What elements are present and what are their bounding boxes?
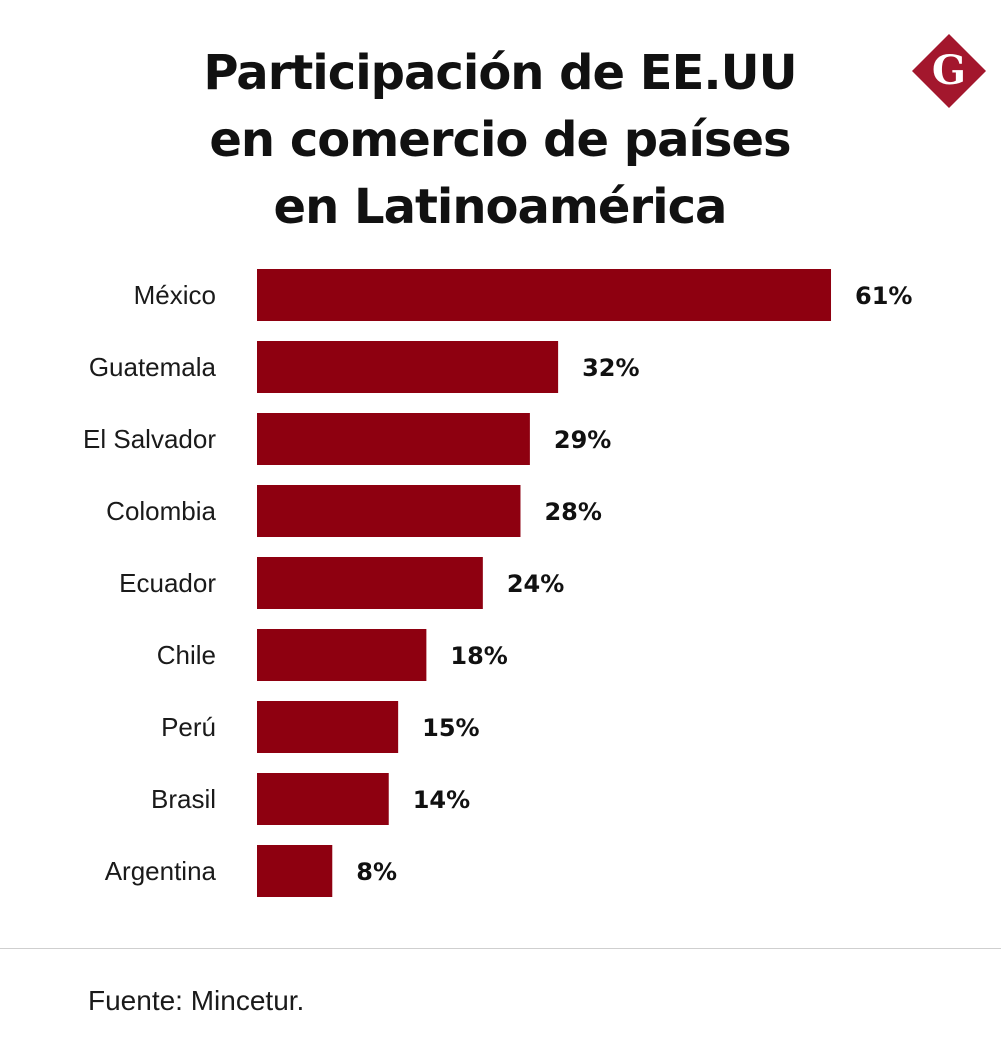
bar-peru <box>257 701 399 753</box>
category-label-argentina: Argentina <box>105 856 217 886</box>
title-line-3: en Latinoamérica <box>273 179 728 235</box>
title-line-1: Participación de EE.UU <box>203 45 797 101</box>
bar-colombia <box>257 485 521 537</box>
bar-mexico <box>257 269 832 321</box>
logo-letter: G <box>932 47 966 94</box>
value-label-peru: 15% <box>422 714 479 742</box>
bar-chile <box>257 629 427 681</box>
category-label-mexico: México <box>134 280 216 310</box>
value-label-colombia: 28% <box>544 498 601 526</box>
value-label-chile: 18% <box>450 642 507 670</box>
value-label-mexico: 61% <box>855 282 912 310</box>
category-label-colombia: Colombia <box>106 496 216 526</box>
value-label-ecuador: 24% <box>507 570 564 598</box>
value-label-guatemala: 32% <box>582 354 639 382</box>
value-label-el-salvador: 29% <box>554 426 611 454</box>
bar-chart: México 61% Guatemala 32% El Salvador 29% Colom… <box>83 269 912 897</box>
gestion-logo-icon: G <box>912 34 986 108</box>
chart-title: Participación de EE.UU en comercio de pa… <box>150 40 850 241</box>
bar-ecuador <box>257 557 483 609</box>
bar-guatemala <box>257 341 559 393</box>
bar-el-salvador <box>257 413 530 465</box>
divider <box>0 948 1001 949</box>
category-label-peru: Perú <box>161 712 216 742</box>
title-line-2: en comercio de países <box>209 112 791 168</box>
value-label-brasil: 14% <box>413 786 470 814</box>
category-label-brasil: Brasil <box>151 784 216 814</box>
source-note: Fuente: Mincetur. <box>88 985 305 1016</box>
bar-brasil <box>257 773 389 825</box>
bar-argentina <box>257 845 333 897</box>
value-label-argentina: 8% <box>356 858 397 886</box>
category-label-chile: Chile <box>157 640 216 670</box>
category-label-ecuador: Ecuador <box>119 568 216 598</box>
category-label-guatemala: Guatemala <box>89 352 217 382</box>
category-label-el-salvador: El Salvador <box>83 424 216 454</box>
